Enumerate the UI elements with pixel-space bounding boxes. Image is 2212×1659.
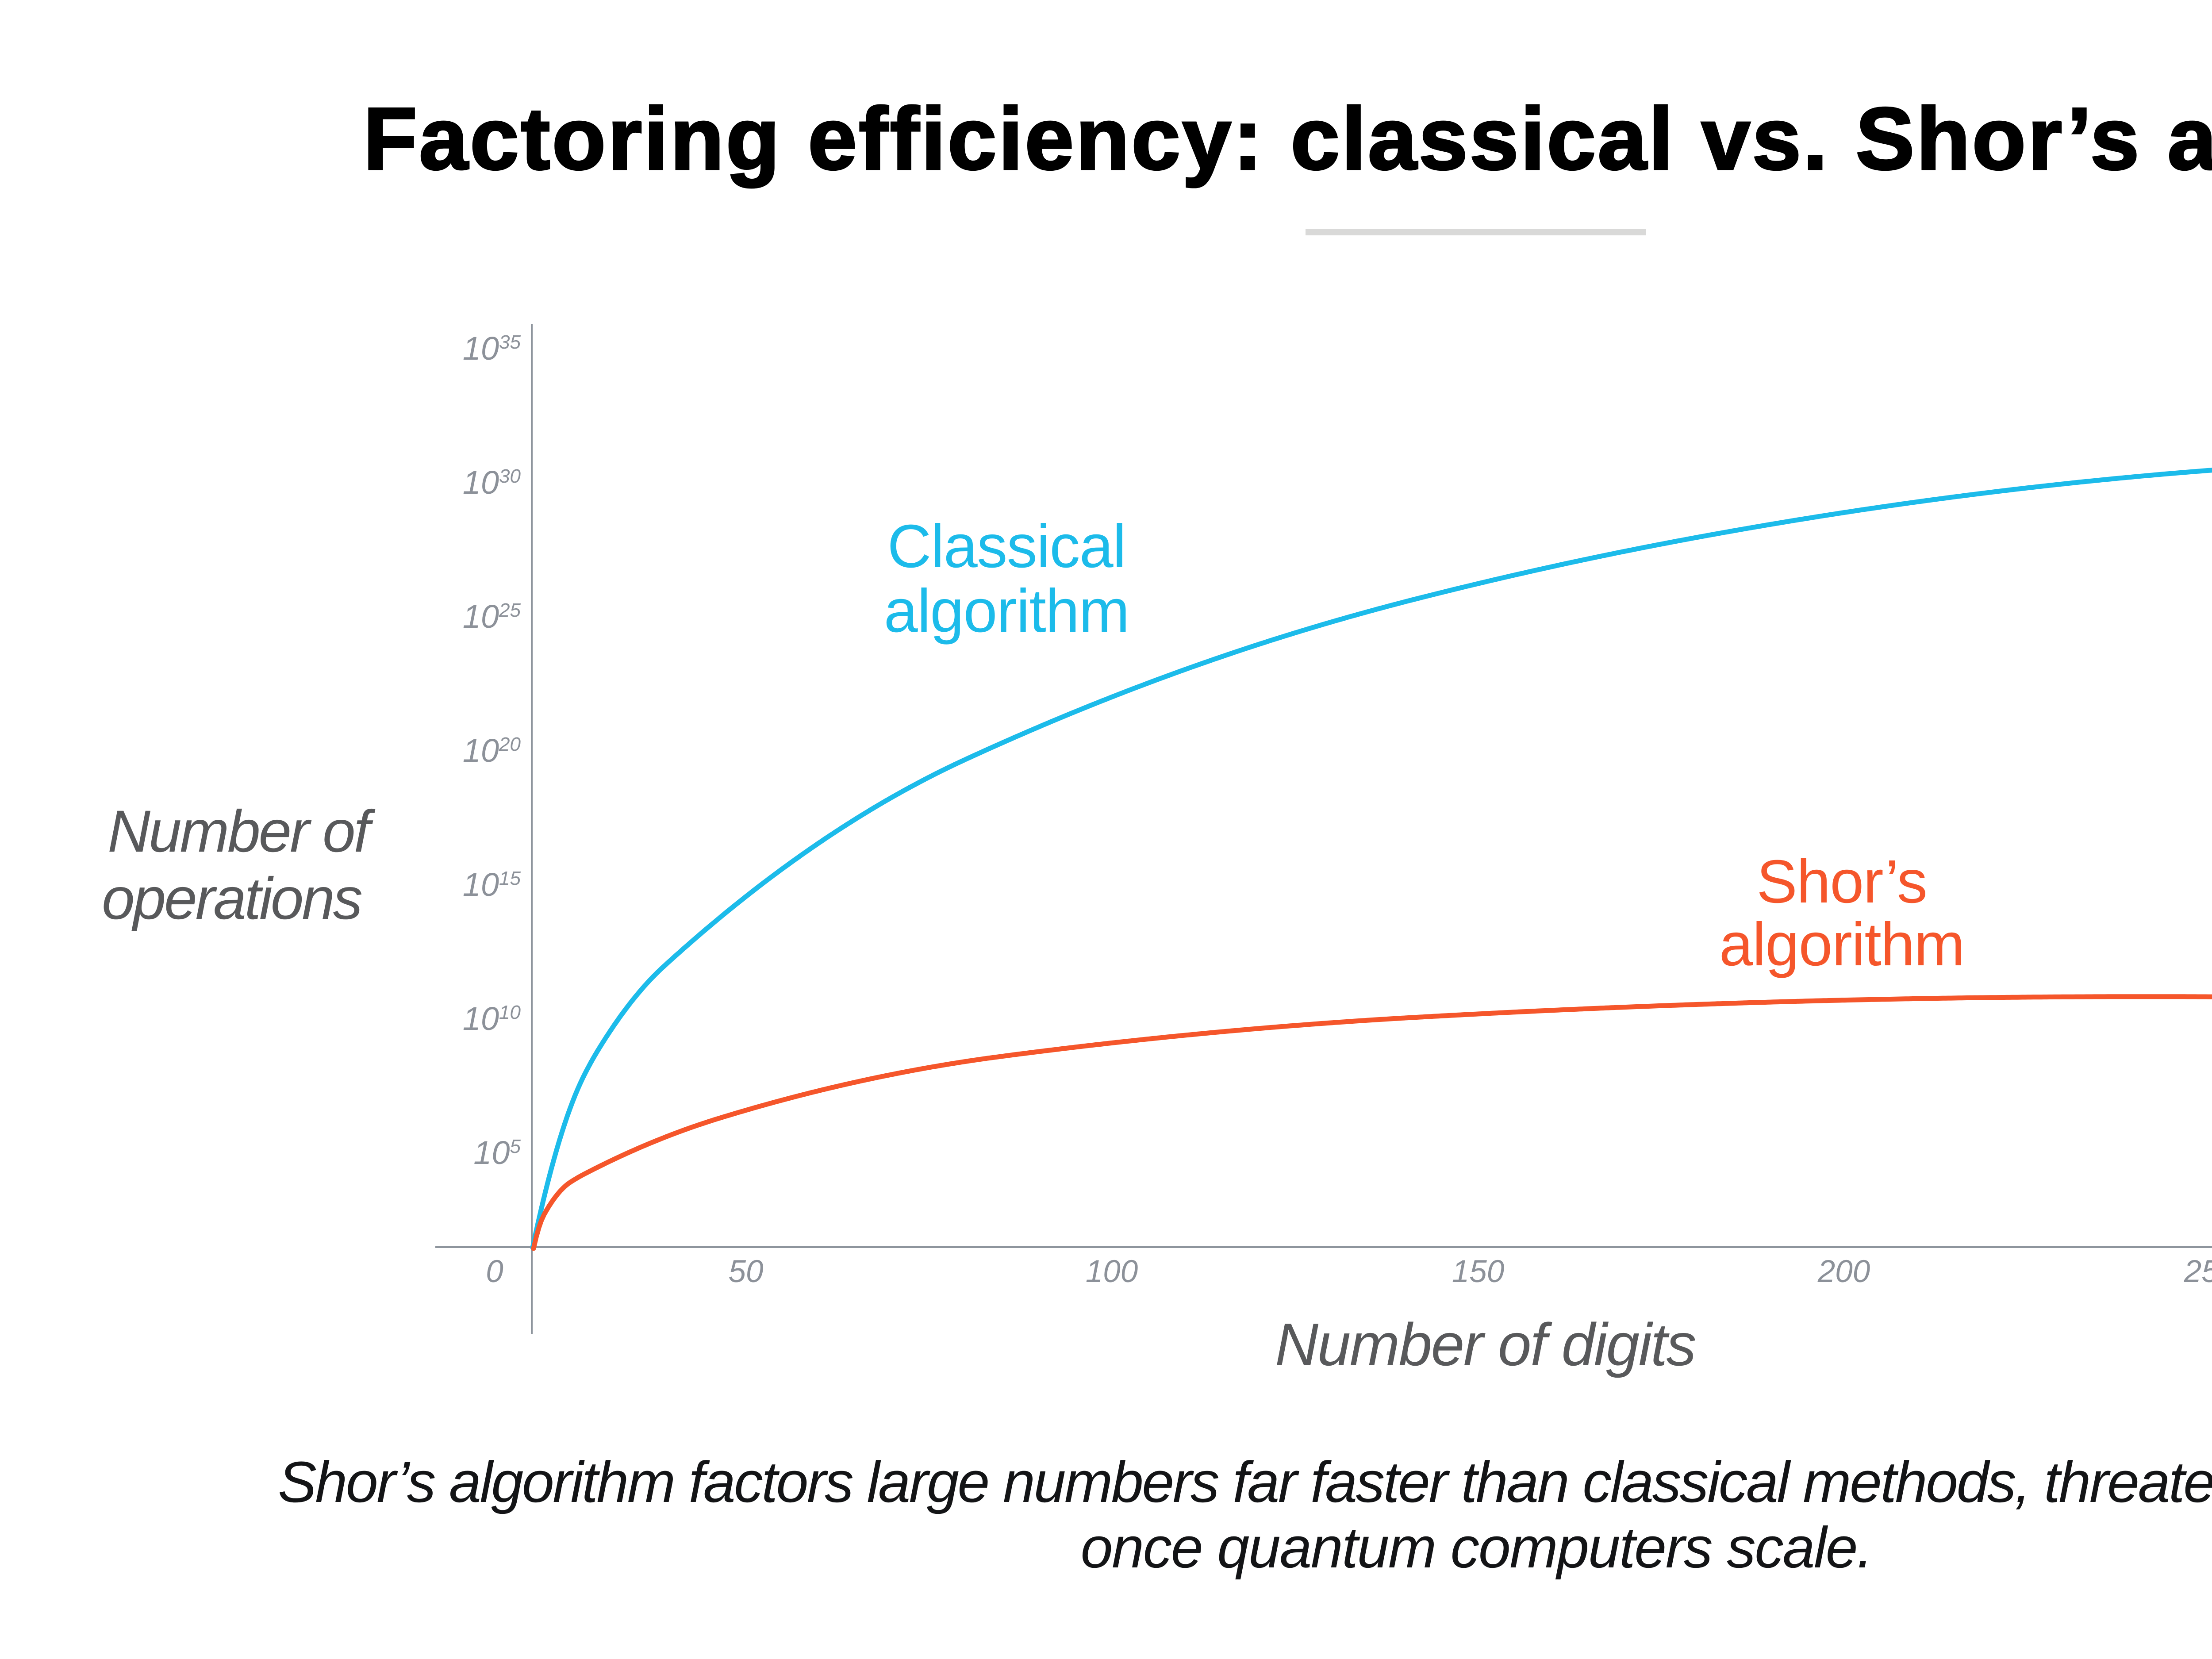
svg-text:operations: operations xyxy=(102,866,362,932)
svg-text:1010: 1010 xyxy=(463,1000,521,1037)
svg-text:Shor’s: Shor’s xyxy=(1757,848,1927,916)
svg-text:50: 50 xyxy=(729,1254,764,1289)
svg-text:250: 250 xyxy=(2184,1254,2212,1289)
svg-text:Classical: Classical xyxy=(887,512,1126,580)
svg-text:Number of digits: Number of digits xyxy=(1275,1311,1696,1378)
svg-text:algorithm: algorithm xyxy=(884,577,1129,645)
svg-text:0: 0 xyxy=(486,1254,503,1289)
svg-text:200: 200 xyxy=(1817,1254,1870,1289)
svg-text:Factoring efficiency: classica: Factoring efficiency: classical vs. Shor… xyxy=(363,90,2212,188)
svg-text:100: 100 xyxy=(1086,1254,1138,1289)
svg-text:Number of: Number of xyxy=(108,799,375,864)
svg-text:150: 150 xyxy=(1452,1254,1504,1289)
svg-text:algorithm: algorithm xyxy=(1719,910,1964,979)
svg-text:once quantum computers scale.: once quantum computers scale. xyxy=(1081,1515,1872,1580)
svg-text:Shor’s algorithm factors large: Shor’s algorithm factors large numbers f… xyxy=(278,1449,2212,1514)
svg-text:1015: 1015 xyxy=(463,866,521,903)
